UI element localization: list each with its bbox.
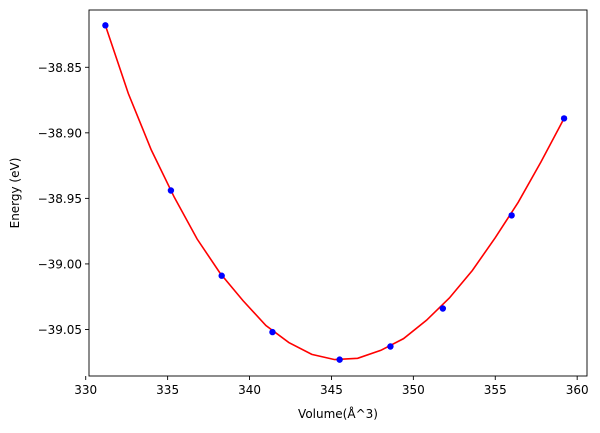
- data-points-layer: [102, 22, 568, 363]
- y-tick-label: −38.95: [38, 192, 82, 206]
- x-tick-label: 355: [484, 383, 507, 397]
- data-point: [560, 115, 568, 122]
- data-point: [387, 343, 394, 350]
- x-axis-label: Volume(Å^3): [298, 406, 378, 421]
- y-axis-label: Energy (eV): [8, 158, 22, 229]
- y-tick-label: −39.00: [38, 257, 82, 271]
- x-tick-label: 335: [156, 383, 179, 397]
- y-tick-label: −38.90: [38, 126, 82, 140]
- fit-curve-line: [104, 25, 565, 361]
- x-tick-label: 330: [74, 383, 97, 397]
- x-tick-label: 345: [320, 383, 343, 397]
- y-axis-ticks: −38.85 −38.90 −38.95 −39.00 −39.05: [38, 61, 89, 337]
- y-tick-label: −38.85: [38, 61, 82, 75]
- data-point: [167, 187, 175, 194]
- y-tick-label: −39.05: [38, 323, 82, 337]
- data-point: [269, 328, 276, 336]
- fit-curve-layer: [104, 25, 565, 361]
- data-point: [102, 22, 109, 29]
- x-tick-label: 350: [402, 383, 425, 397]
- data-point: [439, 305, 447, 312]
- data-point: [508, 212, 515, 219]
- x-axis-ticks: 330 335 340 345 350 355 360: [74, 376, 589, 397]
- x-tick-label: 360: [566, 383, 589, 397]
- data-point: [218, 272, 225, 279]
- data-point: [336, 356, 343, 363]
- x-tick-label: 340: [238, 383, 261, 397]
- plot-frame: [88, 9, 588, 377]
